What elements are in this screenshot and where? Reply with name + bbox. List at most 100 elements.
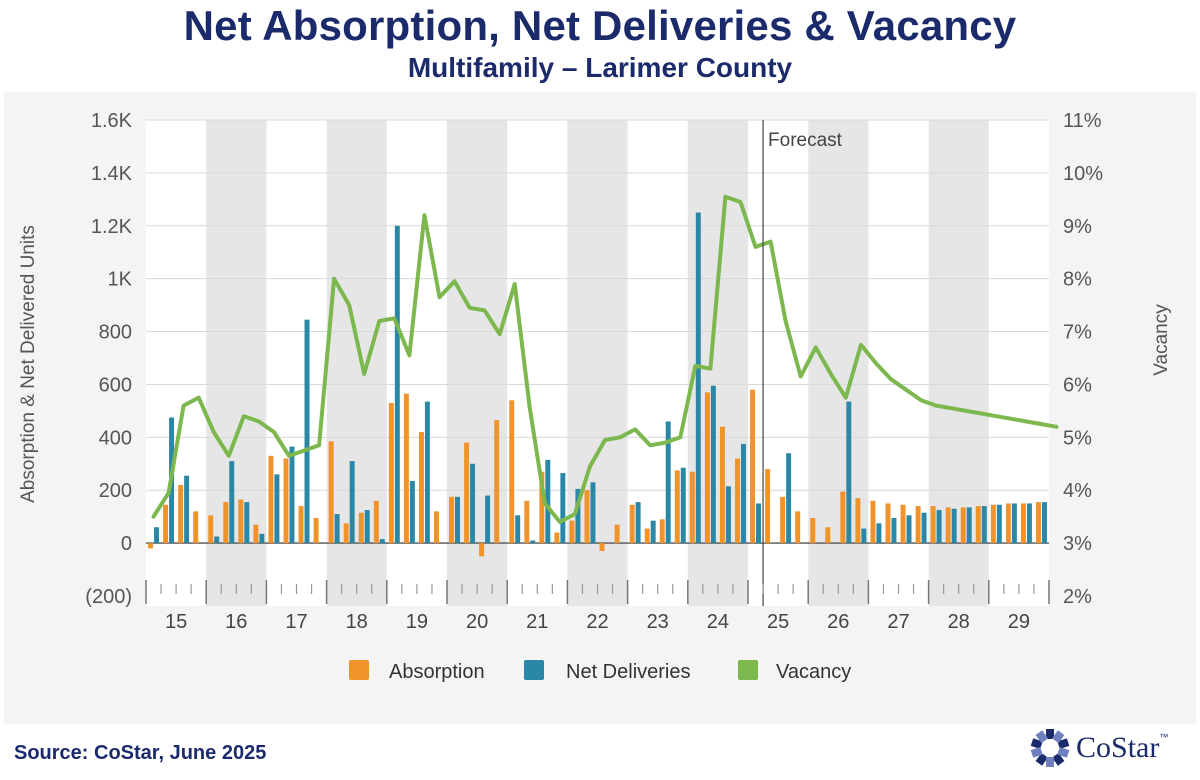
costar-star-icon (1030, 729, 1070, 767)
net-deliveries-bar (981, 506, 987, 544)
y2-tick-label: 7% (1063, 322, 1092, 344)
net-deliveries-bar (590, 482, 596, 544)
x-tick-label: 27 (887, 611, 909, 633)
net-deliveries-bar (214, 536, 220, 544)
logo-wordmark: CoStar (1076, 731, 1160, 764)
forecast-marker: Forecast (762, 120, 843, 606)
net-deliveries-bar (846, 401, 852, 544)
y2-tick-label: 3% (1063, 533, 1092, 555)
x-tick-label: 22 (586, 611, 608, 633)
net-deliveries-bar (966, 507, 972, 544)
net-deliveries-bar (485, 495, 491, 544)
absorption-bar (163, 504, 169, 544)
y-tick-label: 1.6K (91, 110, 133, 132)
absorption-bar (614, 524, 620, 544)
net-deliveries-bar (936, 510, 942, 544)
x-tick-label: 25 (767, 611, 789, 633)
x-tick-label: 23 (647, 611, 669, 633)
y-tick-label: 1.2K (91, 216, 133, 238)
bar-series (148, 212, 1047, 557)
x-tick-label: 28 (948, 611, 970, 633)
absorption-bar (584, 490, 590, 544)
x-tick-label: 24 (707, 611, 729, 633)
absorption-bar (704, 392, 710, 544)
net-deliveries-bar (1011, 503, 1017, 544)
y-tick-label: (200) (85, 586, 132, 608)
chart-title: Net Absorption, Net Deliveries & Vacancy (183, 2, 1017, 49)
absorption-bar (313, 517, 319, 544)
absorption-bar (268, 455, 274, 544)
net-deliveries-bar (1026, 503, 1032, 544)
absorption-bar (193, 511, 199, 544)
absorption-bar (975, 506, 981, 544)
absorption-bar (418, 432, 424, 544)
chart-subtitle: Multifamily – Larimer County (407, 52, 793, 83)
y-tick-label: 200 (99, 480, 132, 502)
absorption-bar (298, 506, 304, 544)
net-deliveries-bar (665, 421, 671, 544)
absorption-bar (328, 441, 334, 544)
costar-logo: CoStar ™ (1030, 726, 1168, 770)
net-deliveries-bar (695, 212, 701, 544)
net-deliveries-bar (996, 504, 1002, 544)
absorption-bar (343, 523, 349, 544)
absorption-bar (735, 458, 740, 544)
absorption-bar (208, 515, 214, 544)
net-deliveries-bar (710, 385, 716, 544)
absorption-bar (644, 528, 650, 544)
absorption-bar (539, 471, 545, 544)
legend-vacancy-label: Vacancy (776, 661, 851, 683)
y-tick-label: 1.4K (91, 163, 133, 185)
x-tick-label: 15 (165, 611, 187, 633)
y2-tick-label: 9% (1063, 216, 1092, 238)
absorption-bar (990, 504, 996, 544)
net-deliveries-bar (861, 528, 867, 544)
absorption-bar (494, 420, 500, 544)
absorption-bar (780, 496, 786, 544)
absorption-bar (373, 500, 379, 544)
net-deliveries-bar (229, 461, 235, 544)
y2-axis-label: Vacancy (1151, 304, 1172, 376)
net-deliveries-bar (545, 459, 551, 544)
legend-absorption-label: Absorption (389, 661, 485, 683)
absorption-bar (464, 442, 470, 544)
net-deliveries-bar (725, 486, 731, 544)
absorption-bar (930, 506, 936, 544)
net-deliveries-bar (786, 453, 792, 544)
x-tick-label: 16 (225, 611, 247, 633)
y2-tick-label: 6% (1063, 374, 1092, 396)
absorption-bar (915, 506, 921, 544)
chart-svg: Forecast (200) 0 200 400 600 800 1K 1.2K 1.4K 1.6… (18, 110, 1172, 683)
net-deliveries-bar (951, 508, 957, 544)
net-deliveries-bar (515, 515, 521, 544)
absorption-bar (599, 543, 605, 552)
absorption-bar (403, 393, 409, 544)
absorption-bar (479, 543, 485, 557)
y-axis-right: 2% 3% 4% 5% 6% 7% 8% 9% 10% 11% (1063, 110, 1103, 608)
legend-vacancy-swatch (738, 660, 758, 680)
net-deliveries-bar (409, 480, 415, 544)
net-deliveries-bar (304, 319, 310, 544)
y2-tick-label: 11% (1063, 110, 1102, 132)
vacancy-line (151, 194, 1059, 524)
net-deliveries-bar (906, 515, 912, 544)
y-tick-label: 1K (108, 269, 133, 291)
net-deliveries-bar (891, 517, 897, 544)
forecast-label: Forecast (768, 130, 843, 151)
net-deliveries-bar (1041, 502, 1047, 544)
y2-tick-label: 2% (1063, 586, 1092, 608)
absorption-bar (719, 426, 725, 544)
y2-tick-label: 8% (1063, 269, 1092, 291)
net-deliveries-bar (154, 527, 159, 544)
chart-panel: Forecast (200) 0 200 400 600 800 1K 1.2K 1.4K 1.6… (4, 92, 1196, 724)
net-deliveries-bar (364, 510, 370, 544)
net-deliveries-bar (455, 496, 460, 544)
x-tick-label: 21 (526, 611, 548, 633)
y-tick-label: 800 (99, 322, 132, 344)
absorption-bar (388, 402, 394, 544)
absorption-bar (960, 507, 966, 544)
net-deliveries-bar (334, 514, 340, 544)
absorption-bar (674, 470, 680, 544)
absorption-bar (795, 511, 801, 544)
absorption-bar (765, 469, 771, 544)
